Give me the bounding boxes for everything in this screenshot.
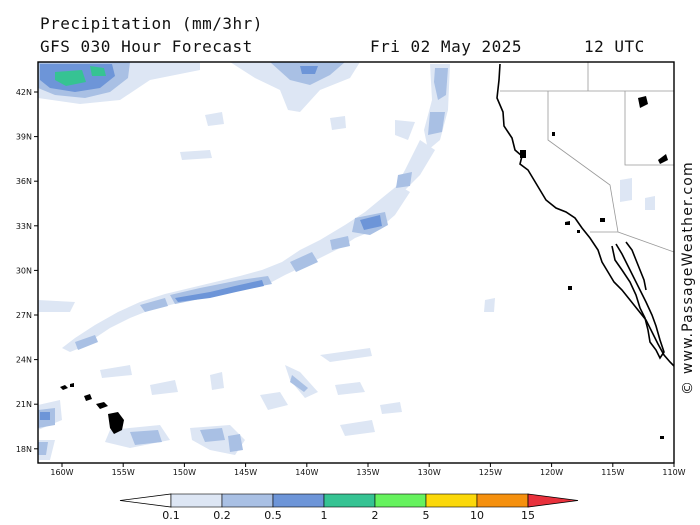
state-borders — [500, 62, 674, 253]
lat-tick-label: 18N — [16, 445, 32, 454]
lon-tick-label: 130W — [418, 468, 441, 477]
coastline — [496, 63, 674, 367]
lon-tick-label: 140W — [295, 468, 318, 477]
lon-tick-label: 135W — [356, 468, 379, 477]
legend-label: 1 — [320, 509, 328, 522]
legend-swatch — [119, 493, 172, 508]
forecast-model: GFS 030 Hour Forecast — [40, 37, 253, 56]
forecast-date: Fri 02 May 2025 — [370, 37, 522, 56]
legend-label: 5 — [422, 509, 430, 522]
map-background — [38, 62, 674, 463]
lat-tick-label: 21N — [16, 400, 32, 409]
legend-swatch — [221, 493, 274, 508]
lon-tick-label: 150W — [173, 468, 196, 477]
lat-tick-label: 27N — [16, 311, 32, 320]
precip-layer — [38, 62, 674, 463]
legend-label: 0.1 — [162, 509, 180, 522]
lon-tick-label: 110W — [662, 468, 685, 477]
legend-label: 10 — [470, 509, 484, 522]
legend-swatch — [272, 493, 325, 508]
map-title: Precipitation (mm/3hr) — [40, 14, 263, 33]
legend-swatch — [323, 493, 376, 508]
longitude-ticks: 160W 155W 150W 145W 140W 135W 130W 125W 120W 115W… — [50, 463, 686, 477]
lat-tick-label: 36N — [16, 177, 32, 186]
credit-text: © www.PassageWeather.com — [680, 161, 696, 395]
legend-label: 0.2 — [213, 509, 231, 522]
lon-tick-label: 115W — [601, 468, 624, 477]
map-frame — [37, 61, 675, 464]
legend-swatch — [425, 493, 478, 508]
lon-tick-label: 155W — [112, 468, 135, 477]
lon-tick-label: 120W — [540, 468, 563, 477]
latitude-ticks: 42N 39N 36N 33N 30N 27N 24N 21N 18N — [16, 88, 38, 454]
legend-colorbar — [119, 493, 579, 508]
lat-tick-label: 42N — [16, 88, 32, 97]
legend-swatch — [527, 493, 579, 508]
lon-tick-label: 160W — [50, 468, 73, 477]
legend-label: 0.5 — [264, 509, 282, 522]
lon-tick-label: 145W — [234, 468, 257, 477]
lat-tick-label: 24N — [16, 356, 32, 365]
legend-swatch — [476, 493, 529, 508]
lat-tick-label: 30N — [16, 266, 32, 275]
lat-tick-label: 39N — [16, 133, 32, 142]
lon-tick-label: 125W — [479, 468, 502, 477]
legend-swatch — [170, 493, 223, 508]
legend-label: 15 — [521, 509, 535, 522]
legend-swatch — [374, 493, 427, 508]
precip-very-heavy-areas — [55, 66, 106, 86]
lat-tick-label: 33N — [16, 222, 32, 231]
legend-label: 2 — [371, 509, 379, 522]
forecast-time: 12 UTC — [584, 37, 645, 56]
islands — [60, 96, 668, 439]
